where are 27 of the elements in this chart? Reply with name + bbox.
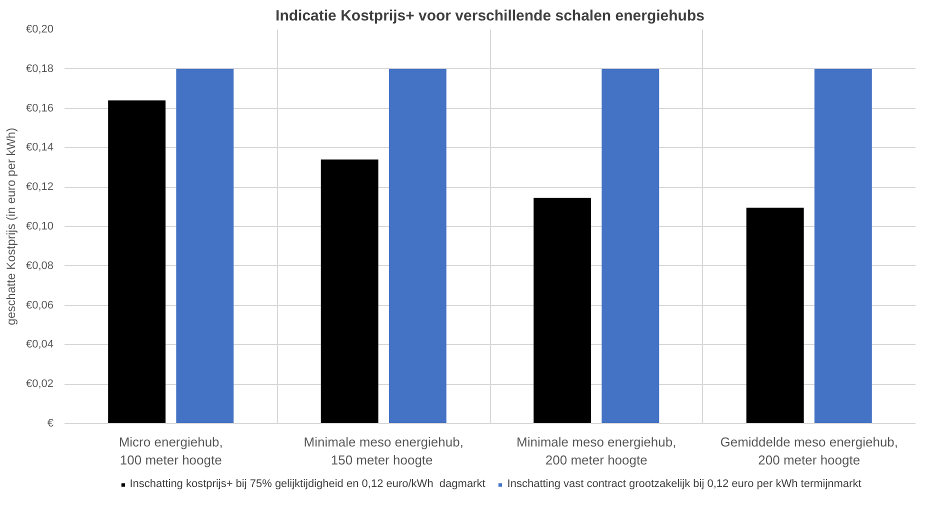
bar (534, 198, 592, 424)
y-tick-label: €0,12 (26, 181, 54, 194)
y-tick-label: €0,16 (26, 102, 54, 114)
y-tick-label: €0,04 (26, 338, 54, 351)
x-tick-label: Minimale meso energiehub, 200 meter hoogte (516, 434, 676, 468)
bar (814, 68, 872, 424)
bar (176, 68, 234, 424)
x-tick-label: Gemiddelde meso energiehub, 200 meter hoogte (720, 434, 898, 468)
y-tick-label: €0,14 (26, 142, 54, 154)
bar (320, 160, 378, 424)
y-tick-label: € (47, 418, 54, 430)
bar (388, 68, 446, 424)
legend-label: Inschatting kostprijs+ bij 75% gelijktijdigheid en 0,12 euro/kWh dagmarkt (130, 478, 486, 490)
legend-label: Inschatting vast contract grootzakelijk bij 0,12 euro per kWh termijnmarkt (507, 478, 862, 490)
y-tick-label: €0,10 (26, 220, 54, 232)
y-tick-label: €0,02 (26, 378, 54, 390)
y-tick-label: €0,20 (26, 24, 54, 36)
bar (746, 208, 804, 424)
y-tick-label: €0,08 (26, 260, 54, 272)
bar (602, 68, 660, 424)
bar (108, 100, 166, 424)
chart-title: Indicatie Kostprijs+ voor verschillende schalen energiehubs (276, 8, 704, 24)
x-tick-label: Minimale meso energiehub, 150 meter hoogte (304, 434, 464, 468)
y-tick-label: €0,18 (26, 62, 54, 75)
x-tick-label: Micro energiehub, 100 meter hoogte (118, 434, 223, 468)
y-axis-title: geschatte Kostprijs (in euro per kWh) (4, 128, 18, 326)
y-tick-label: €0,06 (26, 299, 54, 312)
